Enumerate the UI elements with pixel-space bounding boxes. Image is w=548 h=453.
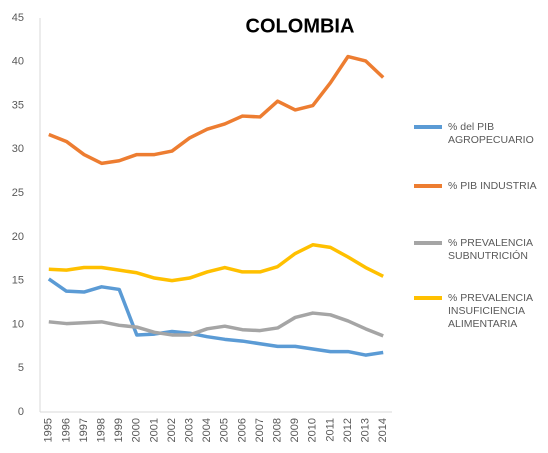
y-tick-label: 15 [12, 275, 24, 287]
x-tick-label: 2004 [201, 418, 213, 442]
y-tick-label: 40 [12, 56, 24, 68]
x-tick-label: 2006 [236, 418, 248, 442]
series-line [48, 243, 384, 283]
y-tick-label: 5 [18, 362, 24, 374]
legend-label: % del PIB AGROPECUARIO [448, 121, 534, 146]
x-tick-label: 2011 [324, 418, 336, 442]
x-tick-label: 1995 [43, 418, 55, 442]
y-tick-label: 45 [12, 12, 24, 24]
y-tick-label: 35 [12, 99, 24, 111]
x-tick-label: 2008 [272, 418, 284, 442]
x-tick-label: 2002 [166, 418, 178, 442]
x-tick-label: 2001 [148, 418, 160, 442]
x-tick-label: 2005 [219, 418, 231, 442]
y-tick-label: 20 [12, 231, 24, 243]
legend-label: % PREVALENCIA SUBNUTRICIÓN [448, 237, 533, 262]
x-tick-label: 1999 [113, 418, 125, 442]
x-tick-label: 1996 [60, 418, 72, 442]
x-tick-label: 2003 [184, 418, 196, 442]
y-tick-label: 30 [12, 143, 24, 155]
x-tick-label: 1998 [96, 418, 108, 442]
series-line [48, 54, 385, 166]
y-tick-label: 10 [12, 318, 24, 330]
series-line [47, 277, 384, 357]
chart-title: COLOMBIA [246, 15, 355, 37]
y-tick-label: 25 [12, 187, 24, 199]
x-tick-label: 2009 [289, 418, 301, 442]
legend-label: % PIB INDUSTRIA [448, 180, 537, 192]
x-tick-label: 2013 [360, 418, 372, 442]
x-tick-label: 2014 [377, 418, 389, 442]
series-line [48, 311, 384, 338]
x-tick-label: 2012 [342, 418, 354, 442]
x-tick-label: 2000 [131, 418, 143, 442]
x-tick-label: 2010 [307, 418, 319, 442]
legend-label: % PREVALENCIA INSUFICIENCIA ALIMENTARIA [448, 292, 533, 330]
y-tick-label: 0 [18, 406, 24, 418]
x-tick-label: 1997 [78, 418, 90, 442]
x-tick-label: 2007 [254, 418, 266, 442]
